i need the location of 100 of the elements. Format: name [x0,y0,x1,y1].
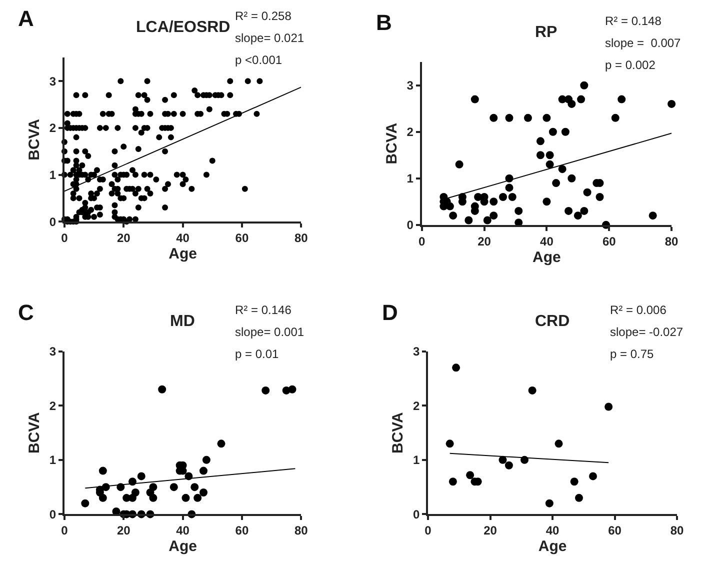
point [470,95,479,104]
point [554,440,563,448]
y-tick-label: 3 [412,344,420,359]
y-tick-label: 2 [49,398,56,413]
point [98,466,107,475]
x-axis-title: Age [168,538,197,556]
point [568,100,576,108]
point [611,114,620,122]
point [552,179,560,188]
point [528,386,536,394]
point [558,165,566,174]
x-tick-label: 60 [602,234,616,248]
y-tick-label: 3 [49,74,56,88]
point [536,151,544,160]
point [449,212,458,220]
point [546,151,554,160]
point [548,128,557,136]
point [149,494,158,502]
point [570,478,578,486]
point [98,494,107,502]
point [81,499,90,508]
x-tick-label: 40 [546,524,560,538]
point [490,212,498,220]
point [580,206,588,215]
y-tick-label: 2 [49,121,56,136]
point [182,494,190,502]
x-tick-label: 80 [670,524,684,538]
text: C [18,300,34,325]
point [490,114,498,122]
x-tick-label: 40 [176,231,190,245]
annotation: p = 0.01 [235,347,280,361]
point [199,488,208,496]
point [604,402,613,411]
point [536,137,544,146]
y-tick-label: 3 [406,78,414,93]
point [149,483,158,492]
x-tick-label: 20 [484,524,498,538]
point [561,128,570,136]
text: R² = 0.258 [235,9,292,23]
text: R² = 0.006 [610,303,667,317]
y-tick-label: 0 [412,507,420,522]
point [452,364,460,372]
point [546,160,554,168]
text: R² = 0.148 [605,14,662,28]
x-tick-label: 0 [424,524,432,538]
x-tick-label: 20 [478,234,492,248]
point [580,81,588,90]
point [504,461,513,470]
point [583,188,592,196]
text: D [382,300,398,325]
point [499,192,508,201]
x-axis-title: Age [538,538,567,556]
point [199,466,208,475]
point [648,212,657,220]
point [194,494,202,502]
x-tick-label: 60 [608,524,622,538]
x-tick-label: 20 [116,524,131,538]
x-tick-label: 80 [664,234,679,248]
y-tick-label: 3 [49,344,56,359]
x-tick-label: 80 [294,231,308,245]
point [202,456,210,464]
text: B [376,10,392,35]
text: A [18,6,34,31]
point [455,160,464,168]
y-tick-label: 1 [412,453,420,468]
x-tick-label: 20 [116,231,131,245]
point [464,216,473,224]
x-tick-label: 40 [540,234,554,248]
x-tick-label: 60 [235,231,249,245]
point [545,499,554,508]
y-tick-label: 1 [406,172,414,186]
y-tick-label: 0 [406,218,414,232]
text: slope= -0.027 [610,325,684,339]
y-axis-title: BCVA [390,412,407,454]
point [446,202,454,210]
x-tick-label: 40 [176,524,190,538]
point [190,483,199,492]
y-tick-label: 2 [412,398,420,413]
point [577,95,586,104]
point [483,216,492,224]
annotation: p <0.001 [235,53,282,67]
y-tick-label: 1 [49,453,56,468]
y-tick-label: 1 [49,168,56,182]
point [575,494,583,502]
point [288,385,296,394]
point [668,100,676,108]
x-tick-label: 60 [235,524,249,538]
point [170,483,178,492]
x-tick-label: 0 [61,231,68,245]
y-tick-label: 2 [406,125,414,140]
point [542,198,551,206]
text: slope= 0.001 [235,325,304,339]
point [524,114,532,122]
point [589,472,597,480]
point [508,192,516,201]
point [448,478,457,486]
point [262,386,270,394]
annotation: p = 0.002 [605,58,656,72]
point [542,114,551,122]
y-tick-label: 0 [49,214,56,229]
